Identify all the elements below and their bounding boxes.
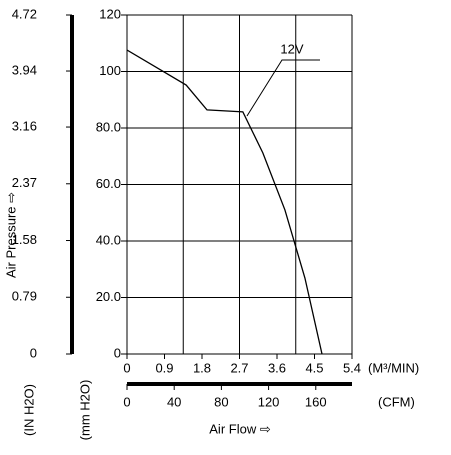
y-unit: (mm H2O)	[77, 380, 92, 441]
y-tick-label: 0	[114, 345, 121, 360]
y-axis-title: Air Pressure ⇨	[3, 192, 18, 278]
annotation: 12V	[280, 41, 303, 56]
y2-tick-label: 0	[30, 345, 37, 360]
x-tick-label: 1.8	[193, 360, 211, 375]
annotation-leader	[246, 59, 320, 117]
x2-tick-label: 40	[167, 394, 181, 409]
x-tick-label: 3.6	[268, 360, 286, 375]
x-tick-label: 0.9	[155, 360, 173, 375]
y2-tick-label: 3.94	[12, 62, 37, 77]
x-tick-label: 0	[123, 360, 130, 375]
y-tick-label: 40.0	[96, 232, 121, 247]
y2-unit: (IN H2O)	[21, 384, 36, 436]
x-axis-title: Air Flow ⇨	[209, 421, 271, 436]
x-tick-label: 4.5	[305, 360, 323, 375]
x-tick-label: 2.7	[230, 360, 248, 375]
x2-tick-label: 80	[214, 394, 228, 409]
y2-tick-label: 0.79	[12, 289, 37, 304]
y-tick-label: 20.0	[96, 289, 121, 304]
y2-tick-label: 3.16	[12, 118, 37, 133]
y2-tick-label: 4.72	[12, 6, 37, 21]
x2-unit: (CFM)	[378, 394, 415, 409]
y2-tick-label: 1.58	[12, 232, 37, 247]
x2-tick-label: 160	[305, 394, 327, 409]
curve	[126, 49, 323, 355]
x-tick-label: 5.4	[343, 360, 361, 375]
y-tick-label: 80.0	[96, 119, 121, 134]
y-tick-label: 60.0	[96, 176, 121, 191]
x2-tick-label: 120	[258, 394, 280, 409]
y-tick-label: 120	[99, 6, 121, 21]
x-unit: (M³/MIN)	[368, 360, 419, 375]
y-tick-label: 100	[99, 63, 121, 78]
x2-tick-label: 0	[123, 394, 130, 409]
y2-tick-label: 2.37	[12, 175, 37, 190]
